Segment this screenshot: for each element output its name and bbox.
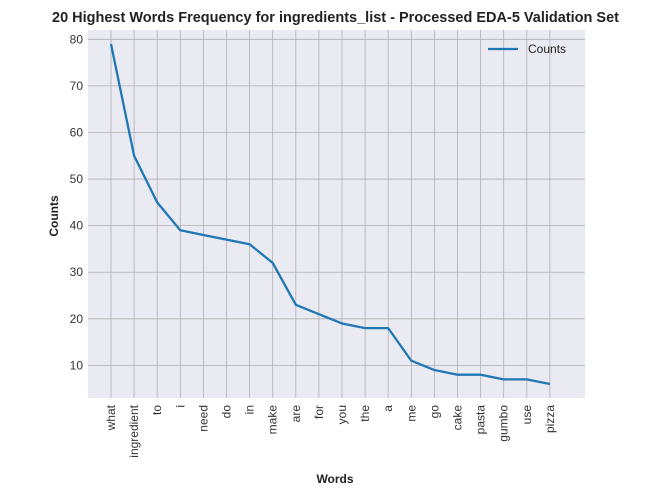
y-axis-label: Counts bbox=[47, 195, 61, 237]
legend-label-counts: Counts bbox=[528, 42, 566, 56]
x-tick-label: to bbox=[150, 405, 164, 415]
x-tick-label: you bbox=[335, 405, 349, 424]
x-tick-label: for bbox=[312, 405, 326, 419]
y-tick-label: 60 bbox=[70, 125, 84, 139]
y-tick-label: 70 bbox=[70, 79, 84, 93]
series-line-counts bbox=[109, 43, 551, 386]
y-tick-label: 20 bbox=[70, 312, 84, 326]
x-tick-label: are bbox=[289, 405, 303, 423]
x-tick-label: me bbox=[404, 405, 418, 422]
y-tick-label: 50 bbox=[70, 172, 84, 186]
y-tick-label: 30 bbox=[70, 265, 84, 279]
y-tick-label: 10 bbox=[70, 358, 84, 372]
legend: Counts bbox=[488, 42, 566, 56]
x-tick-label: gumbo bbox=[497, 405, 511, 442]
x-tick-label: what bbox=[104, 404, 118, 431]
x-tick-label: i bbox=[173, 405, 187, 408]
chart-title: 20 Highest Words Frequency for ingredien… bbox=[52, 10, 619, 26]
x-tick-label: cake bbox=[451, 405, 465, 431]
x-tick-label: use bbox=[520, 405, 534, 425]
y-tick-label: 40 bbox=[70, 219, 84, 233]
x-tick-label: go bbox=[427, 405, 441, 419]
y-axis-ticks: 10 20 30 40 50 60 70 80 bbox=[70, 32, 84, 372]
x-axis-ticks: what ingredient to i need do in make are for you th… bbox=[104, 404, 557, 457]
x-tick-label: a bbox=[381, 405, 395, 412]
y-tick-label: 80 bbox=[70, 32, 84, 46]
grid bbox=[88, 30, 585, 398]
x-tick-label: in bbox=[243, 405, 257, 414]
x-tick-label: the bbox=[358, 405, 372, 422]
plot-area bbox=[88, 30, 585, 398]
x-tick-label: pasta bbox=[474, 405, 488, 435]
x-axis-label: Words bbox=[316, 472, 353, 486]
x-tick-label: ingredient bbox=[127, 404, 141, 457]
x-tick-label: need bbox=[196, 405, 210, 432]
x-tick-label: do bbox=[220, 405, 234, 419]
x-tick-label: pizza bbox=[543, 405, 557, 433]
x-tick-label: make bbox=[266, 405, 280, 435]
